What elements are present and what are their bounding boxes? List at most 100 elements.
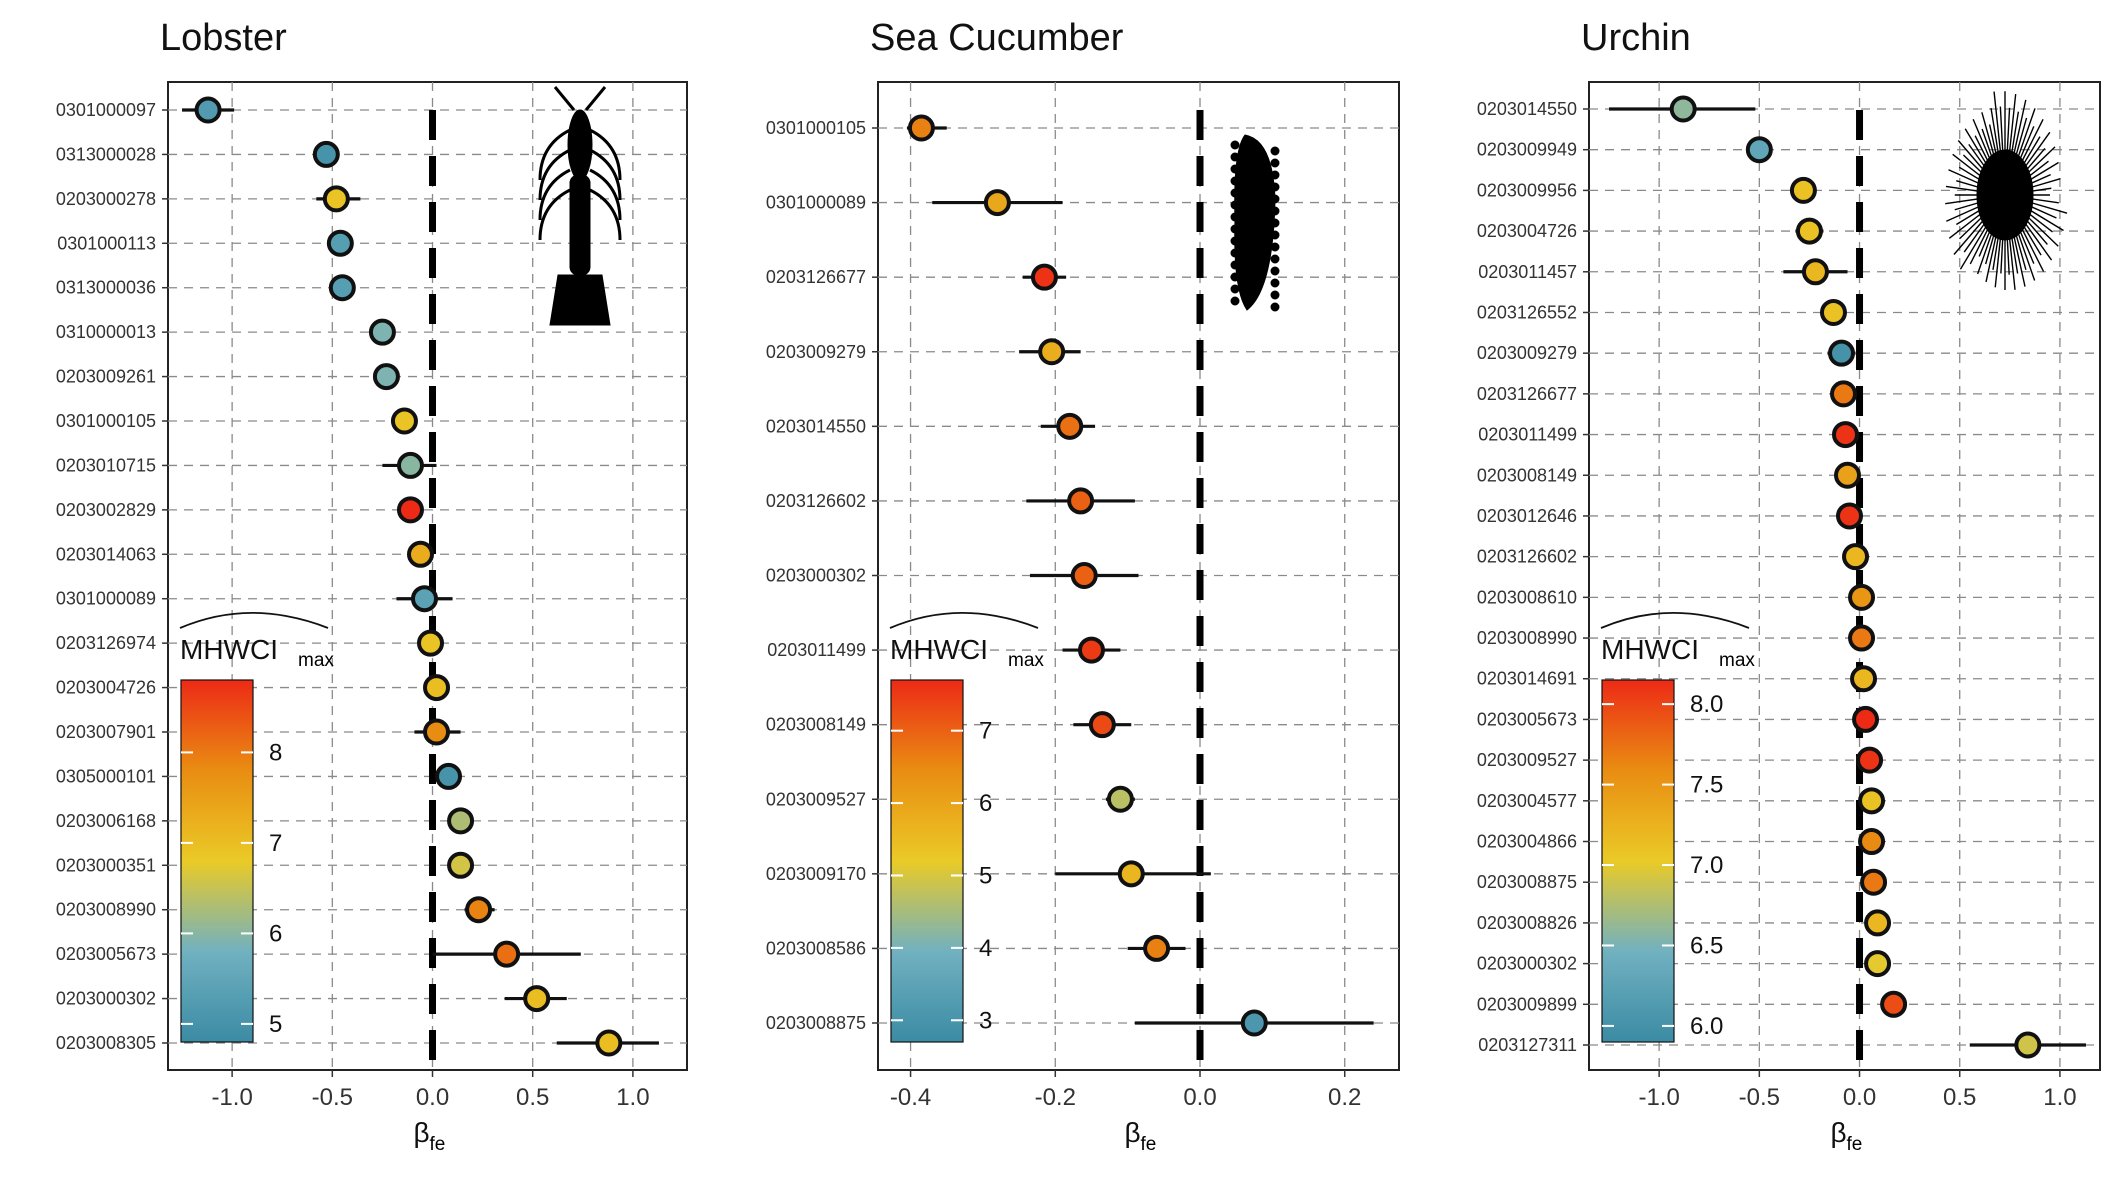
row-label: 0203126677 — [1477, 384, 1577, 404]
estimate-point — [1117, 860, 1145, 888]
estimate-point — [328, 274, 356, 302]
colorbar — [890, 679, 964, 1043]
row-label: 0203000351 — [56, 855, 156, 875]
estimate-point — [1858, 828, 1886, 856]
estimate-point — [396, 496, 424, 524]
estimate-point — [406, 540, 434, 568]
row-label: 0203126602 — [766, 491, 866, 511]
x-axis-title-subscript: fe — [1141, 1134, 1157, 1155]
x-axis-title: β — [1125, 1117, 1141, 1148]
estimate-point — [423, 718, 451, 746]
row-label: 0203126974 — [56, 633, 156, 653]
sea-cucumber-papilla — [1230, 188, 1240, 198]
legend-title: MHWCI — [1601, 634, 1699, 665]
legend-title: MHWCI — [180, 634, 278, 665]
estimate-point — [1795, 217, 1823, 245]
row-label: 0203011499 — [1478, 425, 1577, 445]
lobster-carapace — [567, 109, 593, 181]
sea-cucumber-papilla — [1270, 194, 1280, 204]
estimate-point — [493, 940, 521, 968]
estimate-point — [447, 807, 475, 835]
row-label: 0203007901 — [56, 722, 156, 742]
colorbar-tick-label: 5 — [979, 862, 992, 889]
row-label: 0301000089 — [766, 193, 866, 213]
panel-urchin: Urchin MHWCI max 6.0 6.5 7.0 7.5 8.0 0203014550 0… — [1477, 17, 2101, 1155]
lobster-silhouette — [538, 86, 622, 326]
legend-title-hat — [889, 612, 1039, 629]
row-label: 0203000278 — [56, 189, 156, 209]
sea-cucumber-papilla — [1230, 248, 1240, 258]
row-label: 0203014063 — [56, 544, 156, 564]
sea-cucumber-papilla — [1230, 284, 1240, 294]
legend-title-hat — [179, 612, 329, 629]
sea-cucumber-papilla — [1230, 152, 1240, 162]
lobster-leg — [538, 148, 571, 201]
row-label: 0203009170 — [766, 864, 866, 884]
estimate-point — [1143, 934, 1171, 962]
sea-cucumber-papilla — [1230, 260, 1240, 270]
colorbar-tick-label: 6.0 — [1690, 1013, 1723, 1040]
x-tick-label: 1.0 — [616, 1084, 649, 1111]
x-axis-title-subscript: fe — [1847, 1134, 1863, 1155]
sea-cucumber-papilla — [1270, 278, 1280, 288]
lobster-leg — [538, 128, 571, 181]
estimate-point — [523, 985, 551, 1013]
sea-cucumber-papilla — [1230, 236, 1240, 246]
estimate-point — [1860, 868, 1888, 896]
estimate-point — [1038, 338, 1066, 366]
row-label: 0203009527 — [1477, 750, 1577, 770]
row-label: 0203009899 — [1477, 994, 1577, 1014]
colorbar — [180, 679, 254, 1043]
row-label: 0203009949 — [1477, 140, 1577, 160]
lobster-tailfan — [549, 274, 611, 326]
estimate-point — [1864, 950, 1892, 978]
sea-cucumber-papilla — [1270, 230, 1280, 240]
estimate-point — [1801, 258, 1829, 286]
lobster-leg — [538, 188, 571, 241]
colorbar-tick-label: 6 — [269, 920, 282, 947]
sea-cucumber-papilla — [1230, 212, 1240, 222]
row-label: 0203014550 — [1477, 99, 1577, 119]
estimate-point — [1827, 339, 1855, 367]
x-tick-label: 0.0 — [416, 1084, 449, 1111]
lobster-leg — [589, 128, 622, 181]
row-label: 0203006168 — [56, 811, 156, 831]
row-label: 0203014691 — [1477, 669, 1577, 689]
estimate-point — [1240, 1009, 1268, 1037]
estimate-point — [1077, 636, 1105, 664]
sea-cucumber-papilla — [1270, 266, 1280, 276]
sea-cucumber-papilla — [1270, 290, 1280, 300]
row-label: 0203126602 — [1477, 547, 1577, 567]
estimate-point — [1819, 298, 1847, 326]
colorbar-tick-label: 3 — [979, 1007, 992, 1034]
colorbar-tick-label: 5 — [269, 1011, 282, 1038]
estimate-point — [1864, 909, 1892, 937]
row-label: 0203008610 — [1477, 587, 1577, 607]
estimate-point — [1848, 624, 1876, 652]
panel-title: Lobster — [160, 17, 287, 59]
lobster-leg — [589, 168, 622, 221]
row-label: 0203004726 — [56, 678, 156, 698]
colorbar-tick-label: 7 — [979, 718, 992, 745]
sea-cucumber-papilla — [1270, 182, 1280, 192]
lobster-leg — [589, 188, 622, 241]
urchin-silhouette — [1945, 91, 2068, 290]
row-label: 0203008149 — [1477, 465, 1577, 485]
sea-cucumber-papilla — [1270, 218, 1280, 228]
x-tick-label: 1.0 — [2043, 1084, 2076, 1111]
sea-cucumber-papilla — [1230, 272, 1240, 282]
x-tick-label: -0.2 — [1035, 1084, 1076, 1111]
x-tick-label: -0.5 — [1739, 1084, 1780, 1111]
estimate-point — [907, 114, 935, 142]
lobster-leg — [589, 148, 622, 201]
colorbar-tick-label: 6.5 — [1690, 932, 1723, 959]
row-label: 0203008990 — [56, 900, 156, 920]
estimate-point — [1067, 487, 1095, 515]
colorbar — [1601, 679, 1675, 1043]
estimate-point — [312, 140, 340, 168]
row-label: 0203011457 — [1478, 262, 1577, 282]
estimate-point — [390, 407, 418, 435]
estimate-point — [1669, 95, 1697, 123]
sea-cucumber-papilla — [1270, 242, 1280, 252]
